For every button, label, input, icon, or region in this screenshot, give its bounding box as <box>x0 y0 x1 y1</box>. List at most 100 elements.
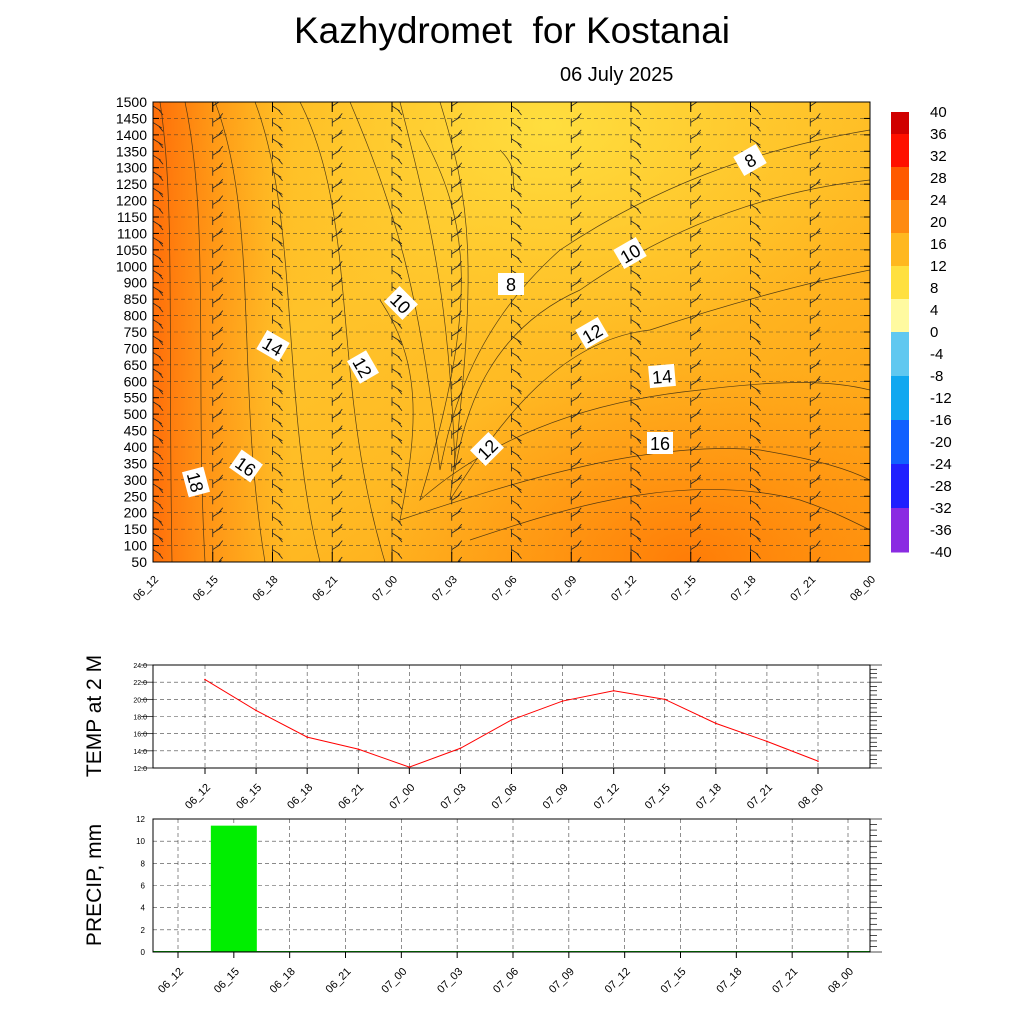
pressure-tick-label: 100 <box>124 538 148 554</box>
colorbar-swatch <box>891 123 909 135</box>
temperature-point <box>459 747 462 750</box>
wind-barb <box>869 447 870 455</box>
time-tick-label: 07_09 <box>549 574 579 604</box>
precipitation-ylabel: PRECIP, mm <box>83 824 106 946</box>
wind-barb <box>272 118 283 132</box>
wind-barb <box>391 414 403 428</box>
temp-x-tick-label: 07_00 <box>387 782 417 812</box>
wind-barb <box>391 381 403 395</box>
wind-barb <box>809 441 821 455</box>
precip-x-tick-label: 07_00 <box>379 966 409 996</box>
wind-barb <box>391 118 403 132</box>
colorbar-tick-label: -40 <box>930 544 952 561</box>
wind-barb <box>690 162 702 176</box>
wind-barb <box>391 217 403 231</box>
time-tick-label: 06_15 <box>191 574 221 604</box>
wind-barb <box>272 200 283 214</box>
wind-barb <box>630 167 642 181</box>
wind-barb <box>272 249 283 264</box>
wind-barb <box>511 529 522 543</box>
wind-barb <box>451 343 463 357</box>
wind-barb <box>511 200 522 214</box>
wind-barb <box>750 134 761 149</box>
temp-tick-label: 20.0 <box>133 697 147 704</box>
wind-barb <box>451 261 463 275</box>
svg-text:14: 14 <box>651 366 673 388</box>
wind-barb <box>511 364 522 379</box>
wind-barb <box>331 458 343 472</box>
wind-barb <box>331 441 343 455</box>
wind-barb <box>690 441 702 455</box>
wind-barb <box>331 162 343 176</box>
wind-barb <box>690 195 702 209</box>
wind-barb <box>331 474 343 488</box>
temperature-point <box>306 736 308 738</box>
wind-barb <box>570 129 582 143</box>
temp-x-tick-label: 07_09 <box>541 782 571 812</box>
wind-barb <box>273 562 283 575</box>
wind-barb <box>570 523 582 538</box>
chart-subtitle: 06 July 2025 <box>560 64 674 86</box>
wind-barb <box>153 315 164 329</box>
temperature-point <box>715 722 717 725</box>
wind-barb <box>272 463 283 477</box>
wind-barb <box>391 512 403 526</box>
pressure-tick-label: 1050 <box>116 242 147 258</box>
wind-barb <box>331 178 343 193</box>
time-tick-label: 07_03 <box>430 574 460 604</box>
wind-barb <box>391 332 403 346</box>
wind-barb <box>153 348 164 362</box>
wind-barb <box>869 184 870 193</box>
wind-barb <box>809 310 821 324</box>
wind-barb <box>451 441 463 455</box>
colorbar-swatch <box>891 453 909 465</box>
temperature-gridlines <box>153 664 870 769</box>
wind-barb <box>391 134 403 149</box>
wind-barb <box>750 266 761 280</box>
wind-barb <box>212 162 224 176</box>
wind-barb <box>630 463 642 477</box>
wind-barb <box>451 277 463 291</box>
wind-barb <box>630 447 642 461</box>
colorbar-swatch <box>891 332 909 344</box>
wind-barb <box>153 102 164 116</box>
precip-tick-label: 8 <box>141 859 146 868</box>
wind-barb <box>576 556 582 562</box>
wind-barb <box>391 430 403 444</box>
wind-barb <box>570 343 582 357</box>
wind-barb <box>331 425 343 439</box>
colorbar-tick-label: 32 <box>930 148 947 165</box>
colorbar-swatch <box>891 486 909 498</box>
wind-barb <box>869 414 870 423</box>
precip-tick-label: 0 <box>141 948 146 957</box>
precip-x-tick-label: 06_15 <box>212 966 242 996</box>
wind-barb <box>690 326 702 340</box>
colorbar-swatch <box>891 255 909 267</box>
wind-barb <box>153 447 164 461</box>
svg-text:16: 16 <box>650 434 670 454</box>
wind-barb <box>750 348 761 362</box>
colorbar-swatch <box>891 497 909 509</box>
pressure-tick-label: 1100 <box>117 225 147 241</box>
colorbar-swatch <box>891 508 909 520</box>
wind-barb <box>451 113 463 127</box>
wind-barb <box>153 430 164 444</box>
pressure-tick-label: 900 <box>124 275 148 291</box>
colorbar-swatch <box>891 519 909 531</box>
temp-tick-label: 22.0 <box>133 680 147 687</box>
wind-barb <box>869 233 870 242</box>
wind-barb <box>809 146 821 160</box>
wind-barb <box>153 249 164 264</box>
wind-barb <box>869 217 870 225</box>
colorbar-swatch <box>891 310 909 322</box>
wind-barb <box>570 376 582 390</box>
temp-tick-label: 14.0 <box>133 749 147 756</box>
colorbar-tick-label: -16 <box>930 412 952 429</box>
wind-barb <box>451 195 463 209</box>
pressure-tick-label: 550 <box>124 390 148 406</box>
cross-section-panel: 1500145014001350130012501200115011001050… <box>116 94 952 604</box>
colorbar-tick-label: 20 <box>930 214 947 231</box>
wind-barb <box>690 507 702 521</box>
wind-barb <box>272 496 283 510</box>
